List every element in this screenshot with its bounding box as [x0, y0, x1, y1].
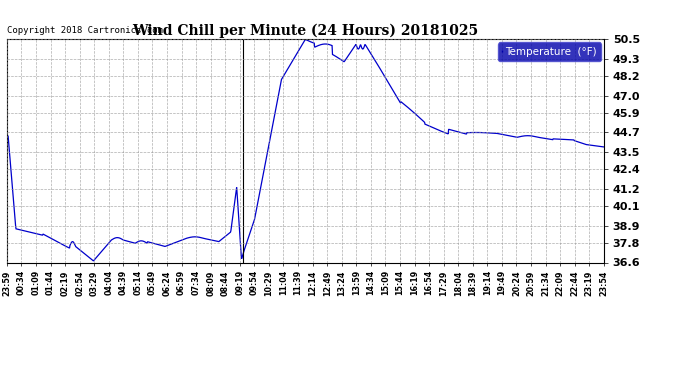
Title: Wind Chill per Minute (24 Hours) 20181025: Wind Chill per Minute (24 Hours) 2018102… — [132, 24, 478, 38]
Legend: Temperature  (°F): Temperature (°F) — [497, 42, 600, 61]
Text: Copyright 2018 Cartronics.com: Copyright 2018 Cartronics.com — [7, 26, 163, 35]
